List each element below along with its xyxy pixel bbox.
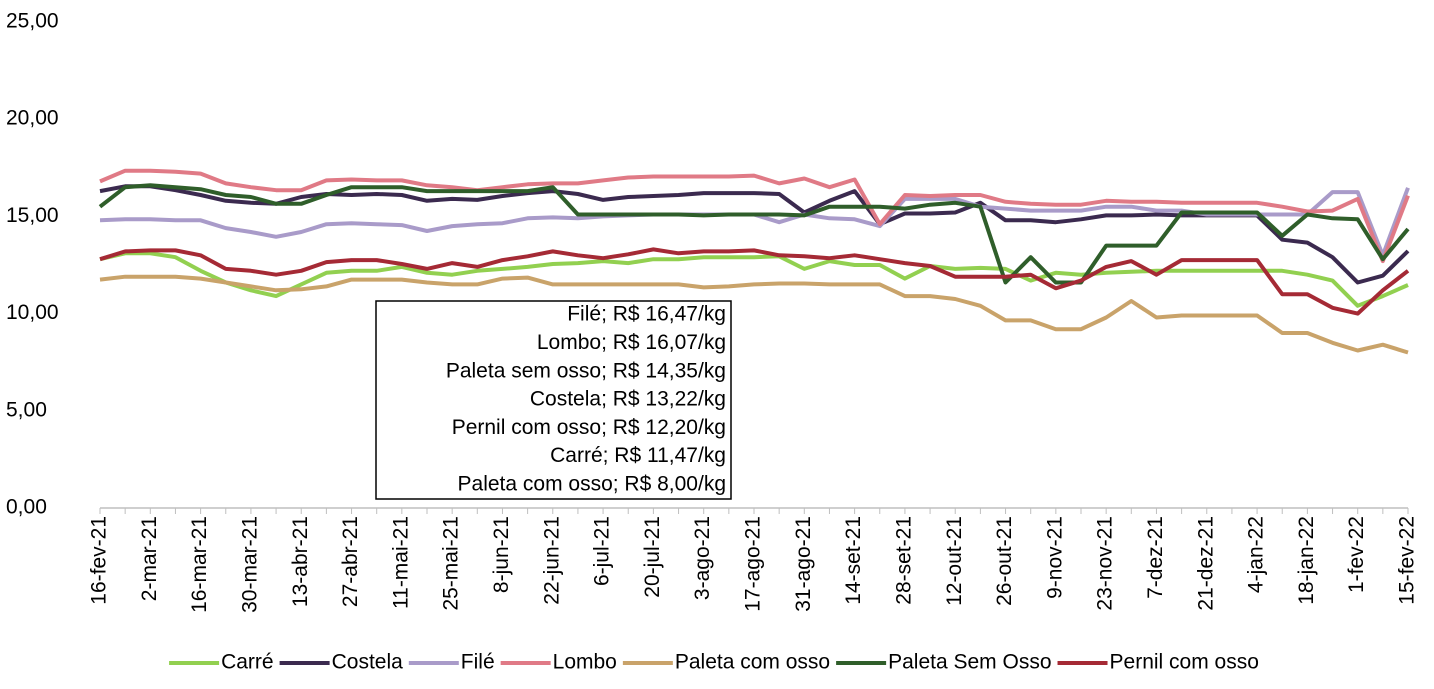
- y-tick-label: 15,00: [6, 204, 59, 227]
- legend-label: Costela: [332, 651, 404, 674]
- x-tick-label: 14-set-21: [842, 516, 865, 605]
- x-tick-label: 22-jun-21: [540, 516, 563, 605]
- annotation-text: Carré; R$ 11,47/kg: [550, 444, 726, 467]
- series-line: [99, 251, 1409, 308]
- x-tick-label: 1-fev-22: [1345, 516, 1368, 593]
- series-line: [99, 247, 1410, 316]
- x-tick-label: 18-jan-22: [1295, 516, 1318, 605]
- annotation-text: Paleta sem osso; R$ 14,35/kg: [446, 359, 726, 382]
- x-tick-label: 9-nov-21: [1043, 516, 1066, 599]
- x-tick-label: 20-jul-21: [641, 516, 664, 598]
- x-tick-label: 16-mar-21: [188, 516, 211, 613]
- y-tick-label: 20,00: [6, 107, 59, 130]
- x-tick-label: 2-mar-21: [138, 516, 161, 601]
- x-tick-label: 3-ago-21: [691, 516, 714, 600]
- series-line: [99, 184, 1410, 285]
- x-tick-label: 23-nov-21: [1094, 516, 1117, 611]
- annotation-text: Filé; R$ 16,47/kg: [567, 303, 726, 326]
- x-tick-label: 26-out-21: [993, 516, 1016, 606]
- annotation-box: [375, 300, 732, 500]
- x-tick-label: 21-dez-21: [1194, 516, 1217, 611]
- series-line: [98, 183, 1410, 285]
- y-tick-label: 10,00: [6, 301, 59, 324]
- x-tick-label: 17-ago-21: [742, 516, 765, 612]
- annotation-text: Pernil com osso; R$ 12,20/kg: [452, 416, 726, 439]
- x-tick-label: 30-mar-21: [238, 516, 261, 613]
- x-tick-label: 12-out-21: [943, 516, 966, 606]
- y-tick-label: 0,00: [6, 496, 47, 519]
- annotation-text: Lombo; R$ 16,07/kg: [537, 331, 726, 354]
- y-tick-label: 25,00: [6, 10, 59, 33]
- legend-label: Carré: [221, 651, 274, 674]
- x-tick-label: 7-dez-21: [1144, 516, 1167, 599]
- legend: Carré Costela Filé Lombo Paleta com osso Pale…: [169, 651, 1259, 674]
- legend-label: Paleta Sem Osso: [888, 651, 1051, 674]
- x-tick-label: 15-fev-22: [1396, 516, 1419, 605]
- x-tick-label: 25-mai-21: [440, 516, 463, 611]
- annotation-text: Costela; R$ 13,22/kg: [530, 388, 726, 411]
- x-tick-label: 28-set-21: [892, 516, 915, 605]
- x-tick-label: 13-abr-21: [289, 516, 312, 607]
- y-tick-label: 5,00: [6, 398, 47, 421]
- x-tick-label: 8-jun-21: [490, 516, 513, 593]
- series-line: [99, 168, 1410, 264]
- x-tick-label: 4-jan-22: [1245, 516, 1268, 593]
- series-line: [99, 274, 1409, 355]
- legend-label: Pernil com osso: [1110, 651, 1259, 674]
- legend-label: Lombo: [553, 651, 617, 674]
- legend-label: Paleta com osso: [675, 651, 830, 674]
- x-tick-label: 31-ago-21: [792, 516, 815, 612]
- x-tick-label: 6-jul-21: [591, 516, 614, 586]
- x-tick-label: 27-abr-21: [339, 516, 362, 607]
- x-tick-label: 16-fev-21: [88, 516, 111, 605]
- x-tick-label: 11-mai-21: [389, 516, 412, 609]
- annotation-text: Paleta com osso; R$ 8,00/kg: [458, 472, 726, 495]
- legend-label: Filé: [461, 651, 495, 674]
